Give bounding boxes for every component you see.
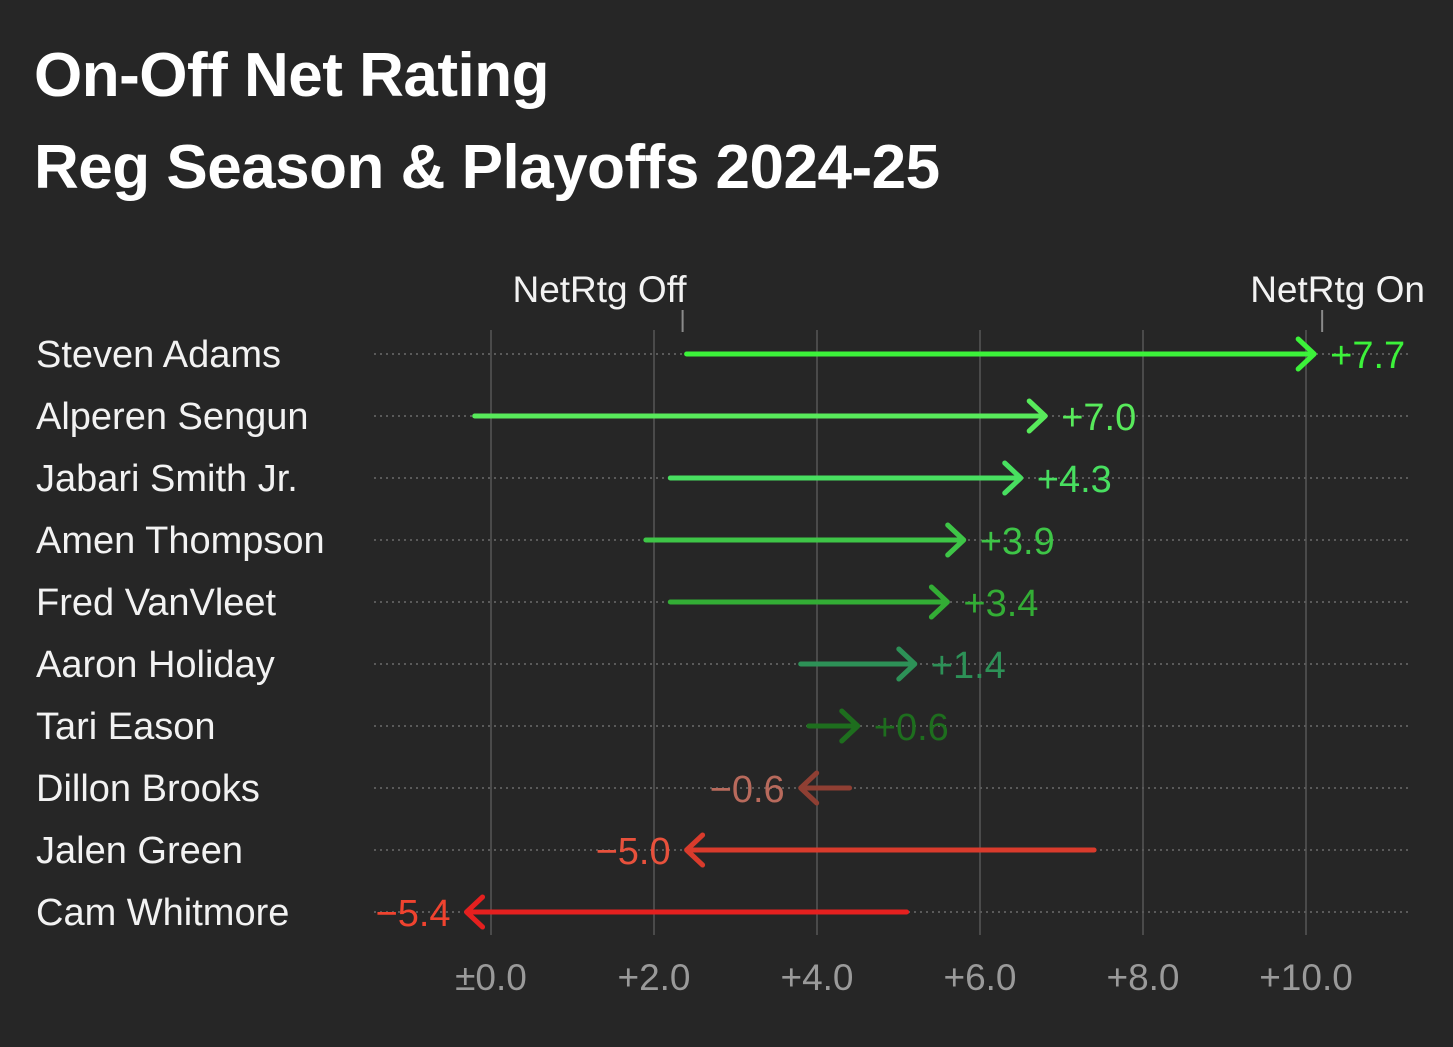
diff-label: +7.0 xyxy=(1061,397,1136,439)
arrow-head xyxy=(1002,460,1024,496)
start-label: NetRtg Off xyxy=(512,269,687,310)
x-tick-label: ±0.0 xyxy=(455,957,527,998)
chart-title-line-2: Reg Season & Playoffs 2024-25 xyxy=(34,133,940,202)
player-row: Steven Adams +7.7 xyxy=(36,334,1412,377)
player-row: Cam Whitmore −5.4 xyxy=(36,892,1412,935)
player-name: Amen Thompson xyxy=(36,520,325,562)
arrow-head xyxy=(464,894,486,930)
arrow-head xyxy=(896,646,918,682)
arrow-head xyxy=(839,708,861,744)
player-row: Jabari Smith Jr. +4.3 xyxy=(36,458,1412,501)
x-tick-label: +10.0 xyxy=(1259,957,1353,998)
arrow-head xyxy=(798,770,820,806)
player-name: Aaron Holiday xyxy=(36,644,275,686)
player-name: Tari Eason xyxy=(36,706,216,748)
diff-label: −0.6 xyxy=(710,769,785,811)
player-name: Jabari Smith Jr. xyxy=(36,458,298,500)
diff-label: +3.9 xyxy=(980,521,1055,563)
player-name: Cam Whitmore xyxy=(36,892,289,934)
chart-title: On-Off Net Rating Reg Season & Playoffs … xyxy=(34,30,940,214)
row-layer: Steven Adams +7.7 Alperen Sengun +7.0 Jabari… xyxy=(36,334,1412,935)
diff-label: +4.3 xyxy=(1037,459,1112,501)
diff-label: −5.0 xyxy=(596,831,671,873)
arrow-head xyxy=(928,584,950,620)
player-name: Fred VanVleet xyxy=(36,582,277,624)
arrow-head xyxy=(1295,336,1317,372)
arrow-head xyxy=(1026,398,1048,434)
diff-label: +1.4 xyxy=(931,645,1006,687)
diff-label: +7.7 xyxy=(1330,335,1405,377)
player-row: Tari Eason +0.6 xyxy=(36,706,1412,749)
player-row: Dillon Brooks −0.6 xyxy=(36,768,1412,811)
x-tick-label: +4.0 xyxy=(780,957,853,998)
player-row: Amen Thompson +3.9 xyxy=(36,520,1412,563)
player-row: Jalen Green −5.0 xyxy=(36,830,1412,873)
arrow-head xyxy=(684,832,706,868)
diff-label: +0.6 xyxy=(874,707,949,749)
x-tick-label: +6.0 xyxy=(943,957,1016,998)
player-name: Jalen Green xyxy=(36,830,243,872)
player-name: Alperen Sengun xyxy=(36,396,309,438)
chart-title-line-1: On-Off Net Rating xyxy=(34,41,549,110)
grid-layer xyxy=(490,330,1307,935)
player-row: Fred VanVleet +3.4 xyxy=(36,582,1412,625)
tick-layer: ±0.0 +2.0 +4.0 +6.0 +8.0 +10.0 xyxy=(455,957,1353,998)
end-label: NetRtg On xyxy=(1250,269,1425,310)
diff-label: −5.4 xyxy=(376,893,451,935)
player-row: Aaron Holiday +1.4 xyxy=(36,644,1412,687)
arrow-head xyxy=(945,522,967,558)
diff-label: +3.4 xyxy=(963,583,1038,625)
player-row: Alperen Sengun +7.0 xyxy=(36,396,1412,439)
x-tick-label: +2.0 xyxy=(617,957,690,998)
header-layer: NetRtg Off NetRtg On xyxy=(512,269,1425,332)
x-tick-label: +8.0 xyxy=(1106,957,1179,998)
player-name: Dillon Brooks xyxy=(36,768,260,810)
player-name: Steven Adams xyxy=(36,334,281,376)
